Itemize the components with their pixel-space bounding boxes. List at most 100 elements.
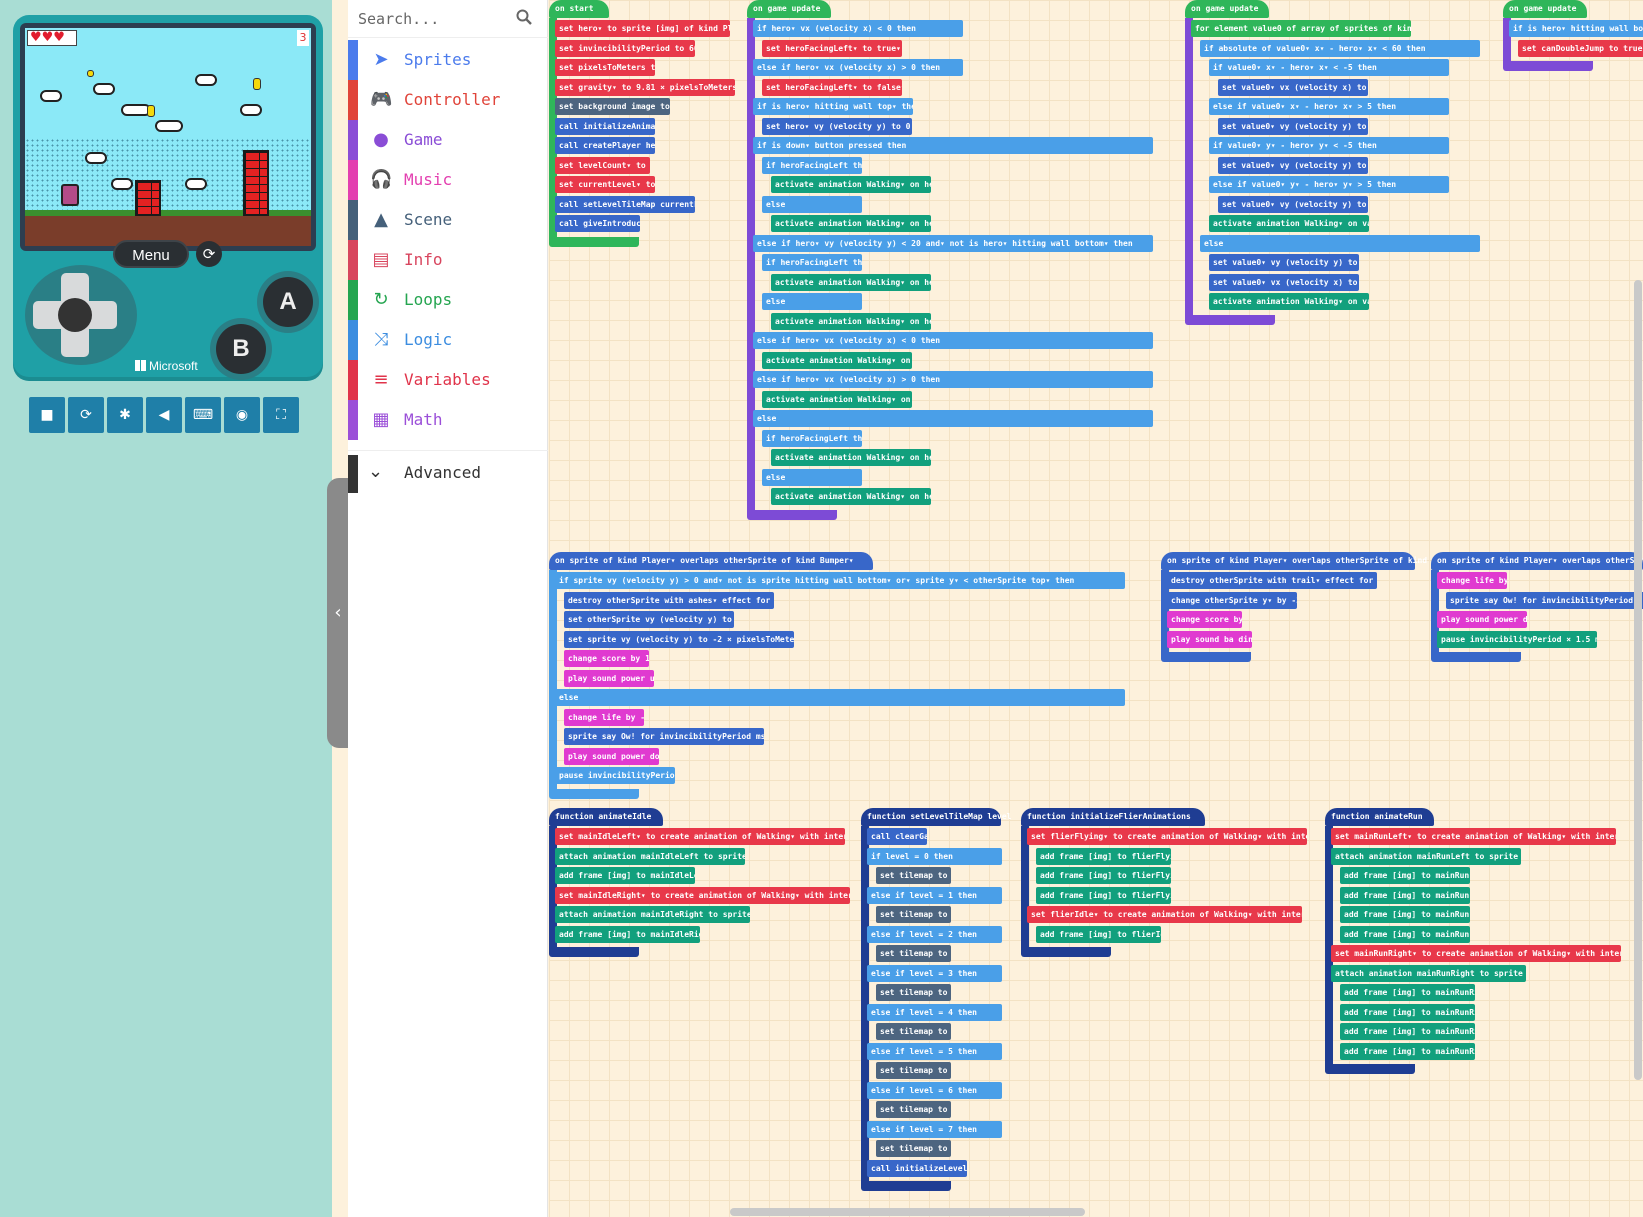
code-block[interactable]: else if hero▾ vx (velocity x) > 0 then bbox=[753, 59, 963, 76]
code-block[interactable]: set tilemap to [ ] bbox=[876, 1023, 951, 1040]
code-block[interactable]: set tilemap to [ ] bbox=[876, 906, 951, 923]
code-block[interactable]: play sound ba ding▾ bbox=[1167, 630, 1252, 648]
code-block[interactable]: attach animation mainIdleLeft to sprite … bbox=[555, 847, 745, 865]
code-block[interactable]: set value0▾ vy (velocity y) to 25 bbox=[1218, 156, 1368, 174]
code-block[interactable]: set pixelsToMeters to 30 bbox=[555, 59, 655, 76]
code-block[interactable]: activate animation Walking▾ on hero▾ bbox=[771, 488, 931, 505]
debug-button[interactable]: ✱ bbox=[107, 397, 143, 433]
code-block[interactable]: change life by -1 bbox=[1437, 572, 1507, 589]
code-block[interactable]: set tilemap to [ ] bbox=[876, 1101, 951, 1118]
stop-button[interactable]: ■ bbox=[29, 397, 65, 433]
code-block[interactable]: change otherSprite y▾ by -3 bbox=[1167, 591, 1297, 609]
code-block[interactable]: else if level = 2 then bbox=[867, 925, 1002, 943]
code-block[interactable]: activate animation Walking▾ on hero▾ bbox=[771, 215, 931, 232]
code-block[interactable]: call createPlayer hero▾ bbox=[555, 137, 655, 154]
code-block[interactable]: set hero▾ vy (velocity y) to 0 bbox=[762, 117, 912, 135]
code-block[interactable]: attach animation mainRunRight to sprite … bbox=[1331, 964, 1526, 982]
code-block[interactable]: call clearGame bbox=[867, 828, 927, 845]
code-block[interactable]: add frame [img] to mainIdleRight bbox=[555, 925, 700, 943]
code-block[interactable]: set value0▾ vx (velocity x) to 25 bbox=[1218, 78, 1368, 96]
code-block[interactable]: else if hero▾ vx (velocity x) < 0 then bbox=[753, 332, 1153, 349]
code-block[interactable]: add frame [img] to flierFlying bbox=[1036, 886, 1171, 904]
event-hat-block[interactable]: on game update bbox=[747, 0, 831, 18]
code-block[interactable]: set mainIdleLeft▾ to create animation of… bbox=[555, 828, 845, 845]
code-block[interactable]: set value0▾ vy (velocity y) to -25 bbox=[1218, 195, 1368, 213]
code-block[interactable]: set heroFacingLeft▾ to true▾ bbox=[762, 39, 902, 57]
code-block[interactable]: add frame [img] to mainRunRight bbox=[1340, 984, 1475, 1001]
code-block[interactable]: activate animation Walking▾ on hero▾ bbox=[771, 176, 931, 193]
search-input[interactable] bbox=[358, 6, 508, 32]
code-block[interactable]: if absolute of value0▾ x▾ - hero▾ x▾ < 6… bbox=[1200, 39, 1480, 57]
b-button[interactable]: B bbox=[216, 324, 266, 374]
code-block[interactable]: else if level = 3 then bbox=[867, 964, 1002, 982]
horizontal-scrollbar[interactable] bbox=[730, 1208, 1085, 1216]
search-icon[interactable] bbox=[516, 9, 532, 25]
code-block[interactable]: change score by 3 bbox=[1167, 611, 1242, 628]
category-math[interactable]: ▦ Math bbox=[348, 400, 548, 440]
code-block[interactable]: else if level = 7 then bbox=[867, 1120, 1002, 1138]
category-music[interactable]: 🎧 Music bbox=[348, 160, 548, 200]
code-block[interactable]: if value0▾ y▾ - hero▾ y▾ < -5 then bbox=[1209, 137, 1449, 154]
code-block[interactable]: add frame [img] to mainRunLeft bbox=[1340, 906, 1470, 923]
code-block[interactable]: add frame [img] to mainRunLeft bbox=[1340, 867, 1470, 884]
category-scene[interactable]: ▲ Scene bbox=[348, 200, 548, 240]
code-block[interactable]: if heroFacingLeft then bbox=[762, 254, 862, 271]
code-block[interactable]: add frame [img] to mainIdleLeft bbox=[555, 867, 695, 884]
code-block[interactable]: set sprite vy (velocity y) to -2 × pixel… bbox=[564, 630, 794, 648]
code-block[interactable]: if is hero▾ hitting wall top▾ then bbox=[753, 98, 913, 115]
screenshot-button[interactable]: ◉ bbox=[224, 397, 260, 433]
event-hat-block[interactable]: on start bbox=[549, 0, 609, 18]
event-hat-block[interactable]: on sprite of kind Player▾ overlaps other… bbox=[1161, 552, 1456, 570]
event-hat-block[interactable]: function initializeFlierAnimations bbox=[1021, 808, 1205, 826]
code-block[interactable]: destroy otherSprite with ashes▾ effect f… bbox=[564, 591, 774, 609]
code-block[interactable]: else if level = 1 then bbox=[867, 886, 1002, 904]
code-block[interactable]: if sprite vy (velocity y) > 0 and▾ not i… bbox=[555, 572, 1125, 589]
code-block[interactable]: else bbox=[1200, 234, 1480, 252]
code-block[interactable]: if is hero▾ hitting wall bottom▾ bbox=[1509, 20, 1643, 37]
code-block[interactable]: set tilemap to [ ] bbox=[876, 867, 951, 884]
code-block[interactable]: call setLevelTileMap currentLevel bbox=[555, 195, 695, 213]
code-block[interactable]: set value0▾ vy (velocity y) to -20 bbox=[1209, 254, 1359, 271]
code-block[interactable]: play sound power down▾ bbox=[1437, 611, 1527, 628]
code-block[interactable]: add frame [img] to mainRunLeft bbox=[1340, 925, 1470, 943]
code-block[interactable]: add frame [img] to mainRunRight bbox=[1340, 1042, 1475, 1060]
mute-button[interactable]: ◀ bbox=[146, 397, 182, 433]
code-block[interactable]: change score by 1 bbox=[564, 650, 649, 667]
code-block[interactable]: set invincibilityPeriod to 600 bbox=[555, 39, 695, 57]
code-block[interactable]: if heroFacingLeft then bbox=[762, 429, 862, 447]
category-sprites[interactable]: ➤ Sprites bbox=[348, 40, 548, 80]
keyboard-button[interactable]: ⌨ bbox=[185, 397, 221, 433]
code-block[interactable]: else bbox=[753, 410, 1153, 427]
event-hat-block[interactable]: function animateIdle bbox=[549, 808, 663, 826]
restart-game-button[interactable]: ⟳ bbox=[196, 241, 222, 267]
blocks-workspace[interactable]: on start set hero▾ to sprite [img] of kin… bbox=[549, 0, 1643, 1217]
code-block[interactable]: activate animation Walking▾ on hero▾ bbox=[762, 390, 912, 408]
event-hat-block[interactable]: on sprite of kind Player▾ overlaps other… bbox=[1431, 552, 1643, 570]
code-block[interactable]: call initializeAnimations bbox=[555, 117, 655, 135]
category-variables[interactable]: ≡ Variables bbox=[348, 360, 548, 400]
code-block[interactable]: change life by -1 bbox=[564, 708, 644, 726]
code-block[interactable]: add frame [img] to mainRunLeft bbox=[1340, 886, 1470, 904]
code-block[interactable]: sprite say Ow! for invincibilityPeriod m… bbox=[564, 728, 764, 745]
code-block[interactable]: else bbox=[762, 195, 862, 213]
code-block[interactable]: else if level = 5 then bbox=[867, 1042, 1002, 1060]
code-block[interactable]: else bbox=[555, 689, 1125, 706]
code-block[interactable]: for element value0 of array of sprites o… bbox=[1191, 20, 1411, 37]
code-block[interactable]: call initializeLevel level bbox=[867, 1159, 967, 1177]
code-block[interactable]: if hero▾ vx (velocity x) < 0 then bbox=[753, 20, 963, 37]
a-button[interactable]: A bbox=[263, 277, 313, 327]
code-block[interactable]: if value0▾ x▾ - hero▾ x▾ < -5 then bbox=[1209, 59, 1449, 76]
menu-button[interactable]: Menu bbox=[113, 240, 189, 268]
code-block[interactable]: set flierIdle▾ to create animation of Wa… bbox=[1027, 906, 1302, 923]
code-block[interactable]: else bbox=[762, 468, 862, 486]
code-block[interactable]: if level = 0 then bbox=[867, 847, 1002, 865]
code-block[interactable]: add frame [img] to mainRunRight bbox=[1340, 1003, 1475, 1021]
code-block[interactable]: activate animation Walking▾ on hero▾ bbox=[771, 449, 931, 466]
code-block[interactable]: set canDoubleJump to true▾ bbox=[1518, 39, 1643, 57]
restart-button[interactable]: ⟳ bbox=[68, 397, 104, 433]
code-block[interactable]: set tilemap to [ ] bbox=[876, 945, 951, 962]
code-block[interactable]: play sound power up▾ bbox=[564, 669, 654, 687]
fullscreen-button[interactable]: ⛶ bbox=[263, 397, 299, 433]
code-block[interactable]: set otherSprite vy (velocity y) to -50 bbox=[564, 611, 734, 628]
code-block[interactable]: set flierFlying▾ to create animation of … bbox=[1027, 828, 1307, 845]
